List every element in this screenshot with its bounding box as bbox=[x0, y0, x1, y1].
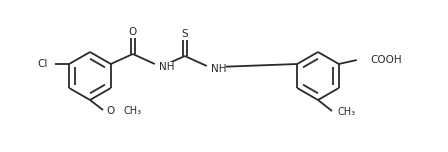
Text: CH₃: CH₃ bbox=[123, 106, 141, 116]
Text: NH: NH bbox=[211, 64, 226, 74]
Text: S: S bbox=[181, 29, 188, 39]
Text: COOH: COOH bbox=[371, 55, 402, 65]
Text: O: O bbox=[129, 27, 137, 37]
Text: CH₃: CH₃ bbox=[338, 107, 356, 117]
Text: NH: NH bbox=[159, 62, 174, 72]
Text: Cl: Cl bbox=[38, 59, 48, 69]
Text: O: O bbox=[106, 106, 114, 116]
